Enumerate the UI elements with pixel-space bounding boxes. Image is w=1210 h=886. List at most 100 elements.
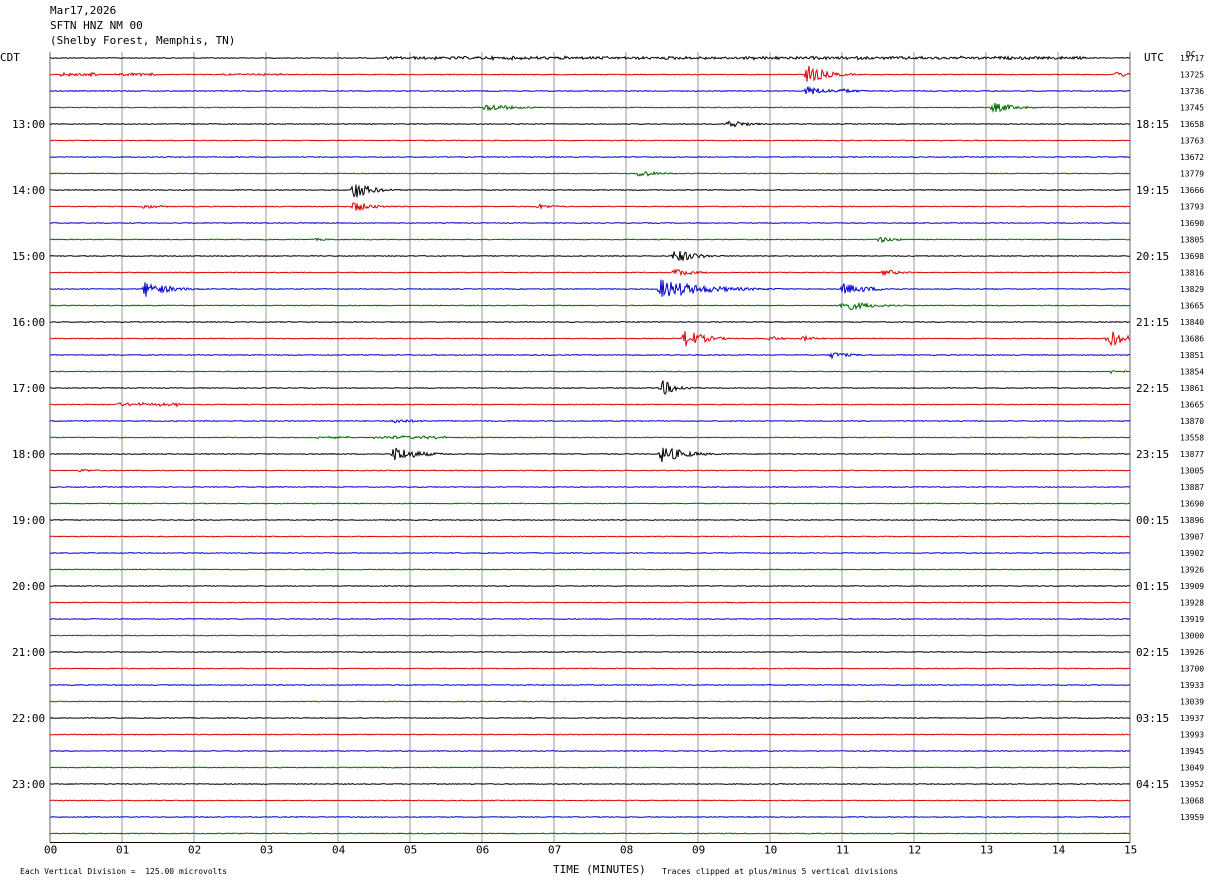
trace-count-label: 13937 [1180, 714, 1204, 723]
trace-count-label: 13926 [1180, 648, 1204, 657]
x-axis-title: TIME (MINUTES) [553, 863, 646, 876]
trace-count-label: 13902 [1180, 549, 1204, 558]
trace-count-label: 13779 [1180, 170, 1204, 179]
x-tick-label: 12 [908, 844, 921, 857]
right-zone-label: UTC [1144, 51, 1164, 64]
seismic-trace [49, 221, 1131, 225]
trace-count-label: 13745 [1180, 104, 1204, 113]
x-tick-label: 10 [764, 844, 777, 857]
seismic-trace [49, 302, 1131, 311]
trace-count-label: 13933 [1180, 681, 1204, 690]
seismic-trace [49, 716, 1131, 720]
left-hour-label: 16:00 [12, 316, 45, 329]
seismic-trace [49, 568, 1131, 571]
trace-count-label: 13945 [1180, 747, 1204, 756]
trace-count-label: 13665 [1180, 302, 1204, 311]
seismic-trace [49, 139, 1131, 142]
seismic-trace [49, 799, 1131, 802]
trace-count-label: 13909 [1180, 582, 1204, 591]
x-tick-label: 00 [44, 844, 57, 857]
trace-count-label: 13840 [1180, 318, 1204, 327]
seismic-trace [50, 468, 1130, 473]
right-hour-label: 20:15 [1136, 250, 1169, 263]
seismic-trace [49, 419, 1131, 424]
trace-count-label: 13793 [1180, 203, 1204, 212]
right-hour-label: 19:15 [1136, 184, 1169, 197]
seismic-trace [50, 320, 1131, 324]
left-hour-label: 15:00 [12, 250, 45, 263]
left-hour-label: 22:00 [12, 712, 45, 725]
x-tick-label: 11 [836, 844, 849, 857]
left-hour-label: 14:00 [12, 184, 45, 197]
trace-count-label: 13851 [1180, 351, 1204, 360]
left-hour-label: 13:00 [12, 118, 45, 131]
seismic-trace [49, 279, 1131, 297]
x-tick-label: 13 [980, 844, 993, 857]
trace-count-label: 13829 [1180, 285, 1204, 294]
seismic-trace [49, 250, 1131, 262]
trace-count-label: 13558 [1180, 434, 1204, 443]
seismic-trace [49, 202, 1131, 211]
right-hour-label: 04:15 [1136, 778, 1169, 791]
seismic-trace [49, 352, 1131, 360]
seismic-trace [49, 832, 1131, 835]
x-tick-label: 07 [548, 844, 561, 857]
trace-count-label: 13005 [1180, 467, 1204, 476]
seismic-trace [49, 155, 1131, 159]
trace-count-label: 13665 [1180, 401, 1204, 410]
trace-count-label: 13725 [1180, 71, 1204, 80]
trace-lines [49, 54, 1131, 835]
trace-count-label: 13039 [1180, 698, 1204, 707]
seismic-trace [49, 766, 1130, 769]
seismic-trace [49, 102, 1131, 113]
trace-count-label: 13887 [1180, 483, 1204, 492]
seismic-trace [49, 535, 1131, 538]
trace-count-label: 13861 [1180, 384, 1204, 393]
seismic-trace [50, 331, 1131, 347]
trace-count-label: 13919 [1180, 615, 1204, 624]
seismic-trace [49, 700, 1131, 703]
trace-count-label: 13952 [1180, 780, 1204, 789]
footer-right-note: Traces clipped at plus/minus 5 vertical … [662, 867, 899, 876]
header-station: SFTN HNZ NM 00 [50, 19, 143, 32]
seismic-trace [49, 733, 1131, 736]
right-hour-label: 18:15 [1136, 118, 1169, 131]
seismic-trace [49, 650, 1130, 654]
axis-labels: 00 01 02 03 04 05 06 07 08 09 10 11 12 13 14 15 13:00 14:… [12, 54, 1204, 857]
x-tick-label: 08 [620, 844, 633, 857]
seismic-trace [49, 236, 1131, 244]
x-tick-label: 05 [404, 844, 417, 857]
left-hour-label: 23:00 [12, 778, 45, 791]
header-date: Mar17,2026 [50, 4, 117, 17]
seismic-trace [49, 749, 1131, 753]
trace-count-label: 13763 [1180, 137, 1204, 146]
seismic-trace [49, 170, 1131, 177]
header-location: (Shelby Forest, Memphis, TN) [50, 34, 236, 47]
seismic-trace [49, 683, 1131, 687]
seismic-trace [49, 485, 1131, 489]
seismic-trace [50, 401, 1131, 408]
right-hour-label: 01:15 [1136, 580, 1169, 593]
x-tick-label: 01 [116, 844, 129, 857]
trace-count-label: 13959 [1180, 813, 1204, 822]
seismic-trace [49, 370, 1131, 375]
trace-count-label: 13736 [1180, 87, 1204, 96]
left-zone-label: CDT [0, 51, 20, 64]
trace-count-label: 13816 [1180, 269, 1204, 278]
seismic-trace [49, 502, 1131, 505]
right-hour-label: 23:15 [1136, 448, 1169, 461]
trace-count-label: 13698 [1180, 252, 1204, 261]
left-hour-label: 19:00 [12, 514, 45, 527]
trace-count-label: 13854 [1180, 368, 1204, 377]
trace-count-label: 13000 [1180, 632, 1204, 641]
right-hour-label: 21:15 [1136, 316, 1169, 329]
seismic-trace [49, 815, 1131, 819]
trace-count-label: 13049 [1180, 764, 1204, 773]
footer-left-note: Each Vertical Division = 125.00 microvol… [20, 867, 228, 876]
seismic-trace [49, 435, 1131, 440]
trace-count-label: 13658 [1180, 120, 1204, 129]
seismic-trace [49, 268, 1131, 277]
trace-count-label: 13686 [1180, 335, 1204, 344]
left-hour-label: 17:00 [12, 382, 45, 395]
